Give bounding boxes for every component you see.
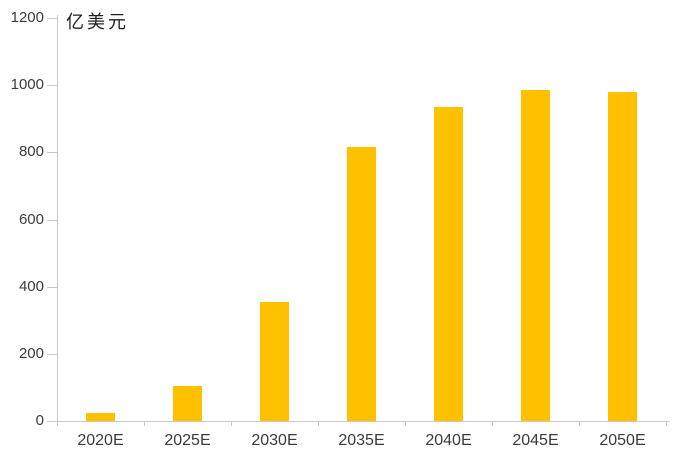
x-tick-mark-4 xyxy=(405,421,406,426)
x-tick-mark-7 xyxy=(666,421,667,426)
bar-2045E xyxy=(521,90,550,421)
x-tick-label-2035E: 2035E xyxy=(338,432,385,449)
bar-2025E xyxy=(173,385,202,421)
x-tick-label-2025E: 2025E xyxy=(164,432,211,449)
y-tick-label-1200: 1200 xyxy=(10,9,44,26)
bar-2020E xyxy=(86,412,115,421)
y-tick-label-600: 600 xyxy=(18,210,44,228)
y-tick-mark-1000 xyxy=(47,85,57,87)
bar-2040E xyxy=(434,106,463,421)
y-tick-mark-400 xyxy=(47,286,57,288)
x-tick-label-2020E: 2020E xyxy=(77,432,124,449)
x-tick-mark-3 xyxy=(318,421,319,426)
x-tick-mark-2 xyxy=(231,421,232,426)
y-tick-label-0: 0 xyxy=(35,412,44,429)
bar-2030E xyxy=(260,301,289,421)
y-tick-mark-0 xyxy=(47,421,57,422)
x-tick-label-2045E: 2045E xyxy=(512,432,559,449)
y-tick-label-800: 800 xyxy=(18,143,44,161)
y-axis-line xyxy=(57,15,58,422)
x-tick-mark-6 xyxy=(579,421,580,426)
bar-2050E xyxy=(608,91,637,421)
bar-2035E xyxy=(347,147,376,421)
x-tick-mark-1 xyxy=(144,421,145,426)
x-tick-label-2040E: 2040E xyxy=(425,432,472,449)
y-tick-mark-600 xyxy=(47,219,57,221)
y-tick-mark-800 xyxy=(47,152,57,154)
y-tick-label-400: 400 xyxy=(18,277,44,295)
y-tick-label-200: 200 xyxy=(18,344,44,362)
y-tick-mark-200 xyxy=(47,353,57,355)
x-tick-mark-0 xyxy=(57,421,58,426)
x-axis-line xyxy=(57,421,670,422)
y-tick-label-1000: 1000 xyxy=(10,76,44,94)
y-tick-mark-1200 xyxy=(47,18,57,19)
x-tick-mark-5 xyxy=(492,421,493,426)
x-tick-label-2030E: 2030E xyxy=(251,432,298,449)
y-axis-title: 亿美元 xyxy=(66,12,129,33)
x-tick-label-2050E: 2050E xyxy=(599,432,646,449)
